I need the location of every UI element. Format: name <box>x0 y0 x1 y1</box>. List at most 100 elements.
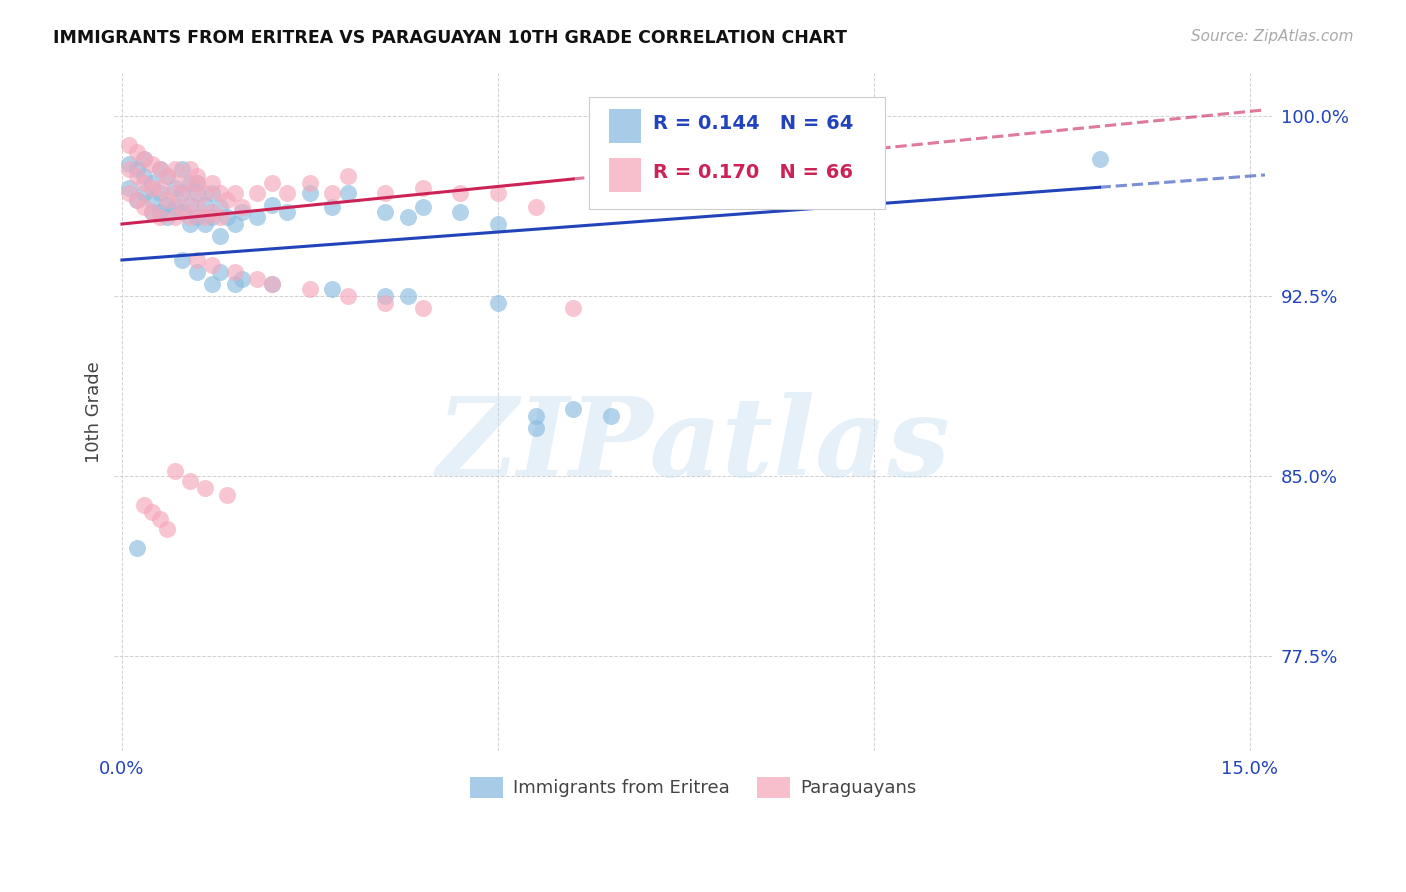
FancyBboxPatch shape <box>609 158 641 192</box>
Point <box>172 205 194 219</box>
Point <box>262 198 284 212</box>
Point <box>125 541 148 555</box>
Point <box>141 157 163 171</box>
Point <box>156 169 179 183</box>
Point <box>201 176 224 190</box>
Point <box>148 512 170 526</box>
Point <box>374 205 396 219</box>
Point <box>246 186 269 200</box>
Point <box>125 145 148 160</box>
Point <box>262 176 284 190</box>
Point <box>148 161 170 176</box>
Point <box>336 289 359 303</box>
Point <box>194 481 217 495</box>
Point <box>141 176 163 190</box>
Point <box>231 200 253 214</box>
Point <box>156 198 179 212</box>
Point <box>172 161 194 176</box>
Point <box>186 265 208 279</box>
Point <box>201 186 224 200</box>
Point <box>524 200 547 214</box>
Point <box>179 474 201 488</box>
Point <box>125 193 148 207</box>
Legend: Immigrants from Eritrea, Paraguayans: Immigrants from Eritrea, Paraguayans <box>463 770 924 805</box>
Point <box>186 200 208 214</box>
FancyBboxPatch shape <box>589 96 884 209</box>
Point <box>186 186 208 200</box>
Point <box>201 258 224 272</box>
Point <box>125 169 148 183</box>
Point <box>179 186 201 200</box>
Point <box>374 289 396 303</box>
Point <box>276 205 298 219</box>
Point <box>148 181 170 195</box>
Point <box>179 210 201 224</box>
Point <box>262 277 284 291</box>
Point <box>231 205 253 219</box>
Point <box>412 181 434 195</box>
Point <box>246 272 269 286</box>
Point <box>486 217 509 231</box>
Text: R = 0.144   N = 64: R = 0.144 N = 64 <box>652 114 853 134</box>
Point <box>208 186 231 200</box>
Point <box>179 176 201 190</box>
Point <box>486 296 509 310</box>
Text: ZIPatlas: ZIPatlas <box>436 392 950 500</box>
Point <box>1088 153 1111 167</box>
Point <box>148 161 170 176</box>
Point <box>163 200 186 214</box>
Point <box>134 498 156 512</box>
Point <box>118 157 141 171</box>
Point <box>179 161 201 176</box>
Point <box>172 252 194 267</box>
Point <box>412 200 434 214</box>
Point <box>217 193 239 207</box>
Point <box>194 198 217 212</box>
Point <box>148 186 170 200</box>
Point <box>208 265 231 279</box>
Point <box>201 210 224 224</box>
FancyBboxPatch shape <box>609 109 641 143</box>
Point <box>118 161 141 176</box>
Point <box>148 210 170 224</box>
Point <box>172 200 194 214</box>
Point <box>118 181 141 195</box>
Point <box>224 277 246 291</box>
Point <box>141 205 163 219</box>
Point <box>321 282 343 296</box>
Text: IMMIGRANTS FROM ERITREA VS PARAGUAYAN 10TH GRADE CORRELATION CHART: IMMIGRANTS FROM ERITREA VS PARAGUAYAN 10… <box>53 29 848 46</box>
Point <box>599 409 621 423</box>
Point <box>374 186 396 200</box>
Point <box>208 210 231 224</box>
Point <box>141 181 163 195</box>
Point <box>298 176 321 190</box>
Point <box>134 153 156 167</box>
Point <box>201 205 224 219</box>
Point <box>298 282 321 296</box>
Point <box>163 181 186 195</box>
Point <box>208 200 231 214</box>
Point <box>194 210 217 224</box>
Point <box>276 186 298 200</box>
Point <box>141 205 163 219</box>
Point <box>336 169 359 183</box>
Point <box>396 210 419 224</box>
Point <box>163 464 186 478</box>
Point <box>186 210 208 224</box>
Point <box>186 176 208 190</box>
Point <box>118 186 141 200</box>
Point <box>298 186 321 200</box>
Point <box>156 169 179 183</box>
Point <box>524 421 547 435</box>
Point <box>562 301 585 315</box>
Point <box>148 205 170 219</box>
Point <box>134 176 156 190</box>
Point <box>396 289 419 303</box>
Point <box>172 176 194 190</box>
Point <box>141 193 163 207</box>
Text: Source: ZipAtlas.com: Source: ZipAtlas.com <box>1191 29 1354 44</box>
Point <box>224 186 246 200</box>
Point <box>321 186 343 200</box>
Text: R = 0.170   N = 66: R = 0.170 N = 66 <box>652 163 853 182</box>
Point <box>486 186 509 200</box>
